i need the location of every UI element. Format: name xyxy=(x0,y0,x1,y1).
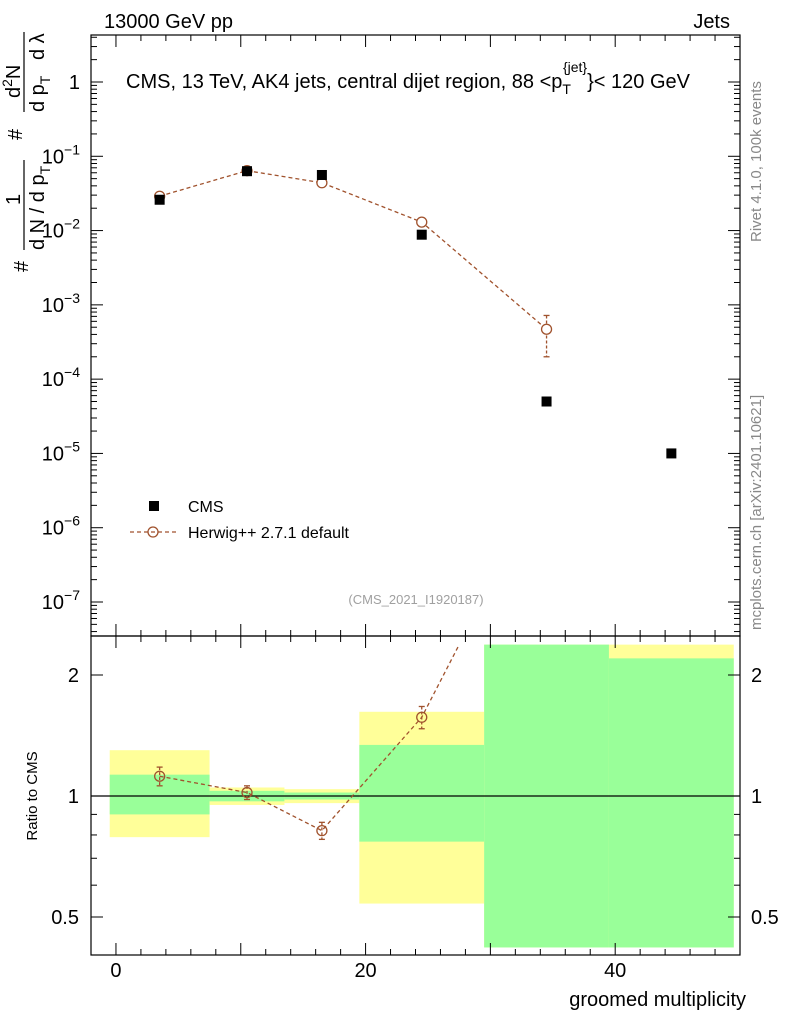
ylabel-hash-left: # xyxy=(11,260,33,272)
ratio-ytick-label-left: 0.5 xyxy=(51,907,79,929)
herwig-line xyxy=(159,170,547,330)
legend-cms-label: CMS xyxy=(188,499,224,516)
legend-herwig-marker xyxy=(147,526,159,538)
main-ytick-label: 10−2 xyxy=(42,216,80,243)
process-label: Jets xyxy=(693,11,730,33)
xtick-label: 20 xyxy=(354,960,376,982)
mcplots-label: mcplots.cern.ch [arXiv:2401.10621] xyxy=(748,395,765,630)
cms-point xyxy=(416,229,427,240)
main-ytick-label: 10−6 xyxy=(42,513,80,540)
herwig-ratio-point xyxy=(241,786,253,799)
stat-band-3 xyxy=(359,744,485,842)
herwig-ratio-point xyxy=(416,711,428,723)
collider-label: 13000 GeV pp xyxy=(104,11,233,33)
analysis-watermark: (CMS_2021_I1920187) xyxy=(348,592,483,607)
main-panel-frame xyxy=(90,34,741,637)
ylabel-one: 1 xyxy=(3,194,25,205)
ratio-ytick-label-left: 1 xyxy=(68,786,79,808)
main-ytick-label: 10−1 xyxy=(42,141,80,168)
herwig-point xyxy=(416,216,428,228)
main-ytick-label: 10−5 xyxy=(42,438,80,465)
ratio-ytick-labels: 0.5 0.5 1 1 2 2 xyxy=(51,665,779,929)
xtick-label: 0 xyxy=(110,960,121,982)
ylabel-den-b: d pT xyxy=(27,75,53,112)
ratio-ytick-label-right: 0.5 xyxy=(751,907,779,929)
cms-point xyxy=(666,448,677,459)
cms-point xyxy=(154,194,165,205)
legend-herwig-label: Herwig++ 2.7.1 default xyxy=(188,525,350,542)
legend: CMS Herwig++ 2.7.1 default xyxy=(130,499,350,542)
herwig-series xyxy=(153,165,553,358)
cms-point xyxy=(541,396,552,407)
herwig-ratio-point xyxy=(316,824,328,837)
cms-point xyxy=(316,169,327,180)
main-ytick-label: 10−7 xyxy=(42,587,80,614)
chart-title: CMS, 13 TeV, AK4 jets, central dijet reg… xyxy=(126,59,691,97)
main-ylabel: # 1 d N / d pT # d2N d pT d λ xyxy=(0,32,53,272)
ratio-ytick-label-right: 2 xyxy=(751,665,762,687)
main-ytick-label: 1 xyxy=(69,72,80,94)
herwig-ratio-series xyxy=(153,644,460,841)
main-ytick-labels: 1 10−1 10−2 10−3 10−4 10−5 10−6 10−7 xyxy=(42,72,80,614)
herwig-point xyxy=(540,323,553,335)
ratio-ylabel: Ratio to CMS xyxy=(24,751,41,840)
ylabel-den-a: d N / d pT xyxy=(27,165,53,250)
cms-series xyxy=(154,166,677,459)
xtick-label: 40 xyxy=(604,960,626,982)
herwig-ratio-line xyxy=(159,644,460,832)
ratio-ytick-label-left: 2 xyxy=(68,665,79,687)
main-ytick-label: 10−4 xyxy=(42,364,80,391)
stat-band-5 xyxy=(608,658,734,948)
main-ytick-label: 10−3 xyxy=(42,290,80,317)
ratio-ytick-label-right: 1 xyxy=(751,786,762,808)
ylabel-num: d2N xyxy=(0,65,25,98)
cms-point xyxy=(242,166,253,177)
herwig-ratio-point xyxy=(153,770,166,782)
legend-cms-marker xyxy=(149,501,159,511)
main-axis-ticks xyxy=(90,35,741,636)
rivet-label: Rivet 4.1.0, 100k events xyxy=(748,81,765,242)
ylabel-den-c: d λ xyxy=(27,33,49,60)
ylabel-hash-mid: # xyxy=(5,128,27,140)
x-axis-label: groomed multiplicity xyxy=(569,989,746,1011)
ratio-axis-ticks xyxy=(90,636,741,955)
xtick-labels: 0 20 40 xyxy=(110,960,626,982)
